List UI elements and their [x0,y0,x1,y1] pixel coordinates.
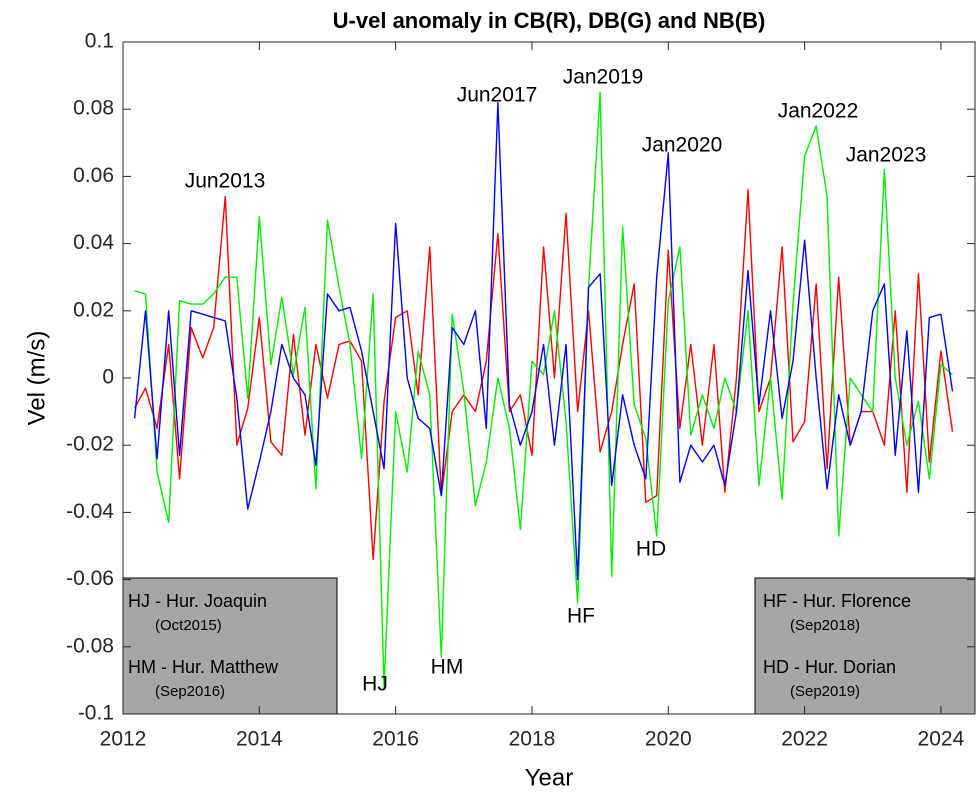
x-tick-label: 2024 [918,728,965,751]
annotation: Jan2023 [846,144,927,167]
annotation: Jun2013 [185,170,266,193]
y-tick-label: -0.04 [66,500,114,523]
x-tick-label: 2022 [781,728,828,751]
x-tick-label: 2012 [100,728,147,751]
data-line [133,189,954,561]
key-box [754,577,976,715]
key-text: HD - Hur. Dorian [763,657,896,677]
y-tick-label: 0.04 [73,231,114,254]
annotation: Jan2019 [563,66,644,89]
key-text: HF - Hur. Florence [763,591,911,611]
annotation: Jun2017 [457,84,538,107]
key-text: (Sep2019) [790,683,860,700]
x-tick-label: 2020 [645,728,692,751]
annotation: Jan2022 [778,100,859,123]
y-tick-label: 0.1 [85,30,114,53]
x-tick-label: 2018 [509,728,556,751]
y-tick-label: -0.06 [66,567,114,590]
key-text: (Sep2018) [790,617,860,634]
key-text: (Sep2016) [155,683,225,700]
annotation: HJ [362,673,388,696]
x-tick-label: 2014 [236,728,283,751]
annotation: HF [567,605,595,628]
y-tick-label: 0.02 [73,298,114,321]
y-tick-label: -0.08 [66,634,114,657]
x-tick-label: 2016 [372,728,419,751]
y-tick-label: 0.06 [73,164,114,187]
key-text: (Oct2015) [155,617,222,634]
key-box [122,577,338,715]
key-text: HJ - Hur. Joaquin [128,591,267,611]
y-tick-label: -0.1 [78,702,114,725]
y-axis-label: Vel (m/s) [23,331,50,426]
annotation: Jan2020 [642,134,723,157]
data-line [134,91,953,688]
y-tick-label: 0.08 [73,97,114,120]
key-text: HM - Hur. Matthew [128,657,279,677]
x-axis-label: Year [525,764,574,791]
annotation: HM [431,656,464,679]
annotation: HD [636,538,666,561]
y-tick-label: 0 [102,366,114,389]
chart-title: U-vel anomaly in CB(R), DB(G) and NB(B) [333,8,766,33]
data-line [133,101,954,581]
y-tick-label: -0.02 [66,433,114,456]
